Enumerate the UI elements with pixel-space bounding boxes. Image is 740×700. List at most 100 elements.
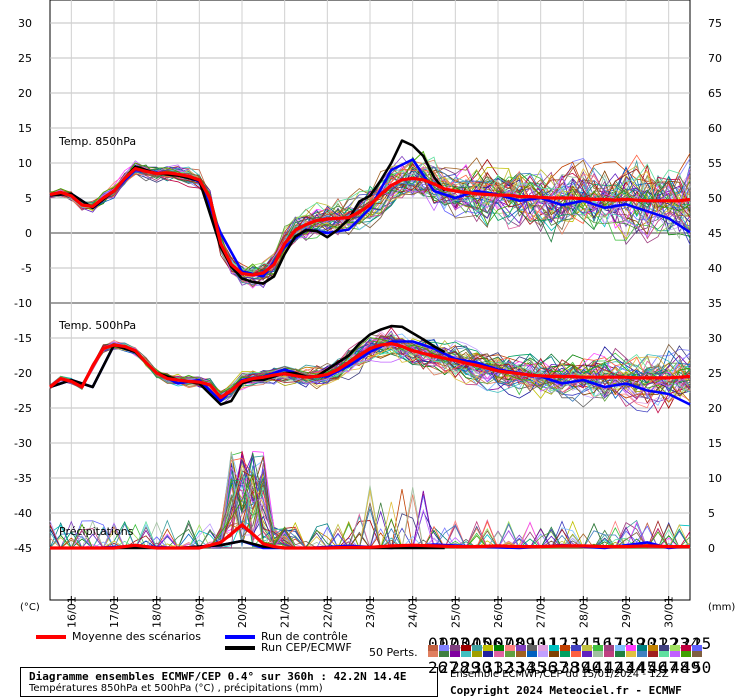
member-swatch <box>439 651 449 657</box>
member-swatch <box>692 651 702 657</box>
x-axis-ticks: 16/01 17/01 18/01 19/01 20/01 21/01 22/01 23/01… <box>65 596 676 628</box>
panel-label-precip: Précipitations <box>59 525 134 538</box>
member-swatch <box>560 645 570 651</box>
member-line-t850 <box>49 166 691 279</box>
left-tick-label: 5 <box>25 192 32 205</box>
member-swatch <box>571 651 581 657</box>
right-axis-unit: (mm) <box>708 602 735 613</box>
member-swatch <box>538 645 548 651</box>
right-tick-label: 25 <box>708 367 722 380</box>
member-swatch <box>516 645 526 651</box>
series-line-precip <box>50 523 690 550</box>
left-tick-label: 30 <box>18 17 32 30</box>
x-tick-label: 28/01 <box>577 596 590 628</box>
member-swatch <box>527 645 537 651</box>
left-tick-label: 15 <box>18 122 32 135</box>
right-tick-label: 5 <box>708 507 715 520</box>
member-swatch <box>604 645 614 651</box>
member-swatch <box>582 645 592 651</box>
legend-cep-swatch <box>225 646 255 650</box>
left-tick-label: -25 <box>14 402 32 415</box>
member-swatch <box>483 645 493 651</box>
right-tick-label: 45 <box>708 227 722 240</box>
left-tick-label: -20 <box>14 367 32 380</box>
member-swatch <box>626 651 636 657</box>
right-tick-label: 20 <box>708 402 722 415</box>
member-swatch <box>571 645 581 651</box>
member-swatch <box>560 651 570 657</box>
x-tick-label: 18/01 <box>151 596 164 628</box>
right-tick-label: 35 <box>708 297 722 310</box>
member-swatch <box>637 645 647 651</box>
member-swatch <box>648 645 658 651</box>
member-swatch <box>527 651 537 657</box>
member-swatch <box>659 651 669 657</box>
member-number: 49 <box>681 658 701 677</box>
x-tick-label: 25/01 <box>449 596 462 628</box>
left-axis-ticks: 30 25 20 15 10 5 0 -5 -10 -15 -20 -25 -30 -35 -40 -45 <box>14 17 32 555</box>
member-number: 27 <box>439 658 459 677</box>
member-swatch <box>593 645 603 651</box>
left-axis-unit: (°C) <box>20 602 40 613</box>
member-swatch <box>582 651 592 657</box>
member-line-t850 <box>49 165 691 280</box>
x-tick-label: 22/01 <box>321 596 334 628</box>
right-tick-label: 15 <box>708 437 722 450</box>
perts-label: 50 Perts. <box>369 646 418 659</box>
right-tick-label: 60 <box>708 122 722 135</box>
x-tick-label: 29/01 <box>620 596 633 628</box>
member-swatch <box>549 651 559 657</box>
right-tick-label: 0 <box>708 542 715 555</box>
member-swatch <box>626 645 636 651</box>
member-swatch <box>472 645 482 651</box>
right-tick-label: 65 <box>708 87 722 100</box>
member-swatch <box>494 651 504 657</box>
left-tick-label: -15 <box>14 332 32 345</box>
left-tick-label: -30 <box>14 437 32 450</box>
x-tick-label: 20/01 <box>236 596 249 628</box>
member-color-grid: 01 02 03 04 05 06 07 08 09 10 11 12 13 14 15 16 17 18 19 20… <box>428 634 711 677</box>
member-swatch <box>593 651 603 657</box>
x-tick-label: 26/01 <box>492 596 505 628</box>
right-tick-label: 70 <box>708 52 722 65</box>
ensemble-info: Ensemble ECMWF/CEP du 15/01/2024 - 12Z <box>450 669 669 680</box>
legend-cep: Run CEP/ECMWF <box>225 641 352 654</box>
member-swatch <box>659 645 669 651</box>
member-swatch <box>472 651 482 657</box>
member-swatch <box>648 651 658 657</box>
left-tick-label: 20 <box>18 87 32 100</box>
legend-control-swatch <box>225 635 255 639</box>
member-swatch <box>439 645 449 651</box>
vertical-gridlines <box>70 0 670 600</box>
member-swatch <box>505 651 515 657</box>
member-swatch <box>483 651 493 657</box>
member-swatch <box>450 645 460 651</box>
legend-mean: Moyenne des scénarios <box>36 630 201 643</box>
series-line-t850 <box>49 167 691 277</box>
x-tick-label: 19/01 <box>193 596 206 628</box>
x-tick-label: 17/01 <box>108 596 121 628</box>
member-line-t850 <box>49 150 691 276</box>
x-tick-label: 21/01 <box>279 596 292 628</box>
member-swatch <box>692 645 702 651</box>
legend-control-label: Run de contrôle <box>261 630 348 643</box>
left-tick-label: -5 <box>21 262 32 275</box>
copyright: Copyright 2024 Meteociel.fr - ECMWF <box>450 684 682 697</box>
member-number: 48 <box>670 658 690 677</box>
left-tick-label: 0 <box>25 227 32 240</box>
x-tick-label: 23/01 <box>364 596 377 628</box>
series-line-t500 <box>49 342 691 400</box>
member-swatch <box>681 651 691 657</box>
legend-control: Run de contrôle <box>225 630 348 643</box>
panel-label-t500: Temp. 500hPa <box>58 319 136 332</box>
panel-label-t850: Temp. 850hPa <box>58 135 136 148</box>
caption-subtitle: Températures 850hPa et 500hPa (°C) , pré… <box>29 683 323 694</box>
caption-title: Diagramme ensembles ECMWF/CEP 0.4° sur 3… <box>29 670 407 683</box>
member-swatch <box>461 645 471 651</box>
main-series <box>49 139 691 550</box>
member-swatch <box>505 645 515 651</box>
right-tick-label: 10 <box>708 472 722 485</box>
caption-box: Diagramme ensembles ECMWF/CEP 0.4° sur 3… <box>20 667 438 697</box>
member-line-t850 <box>49 168 691 288</box>
